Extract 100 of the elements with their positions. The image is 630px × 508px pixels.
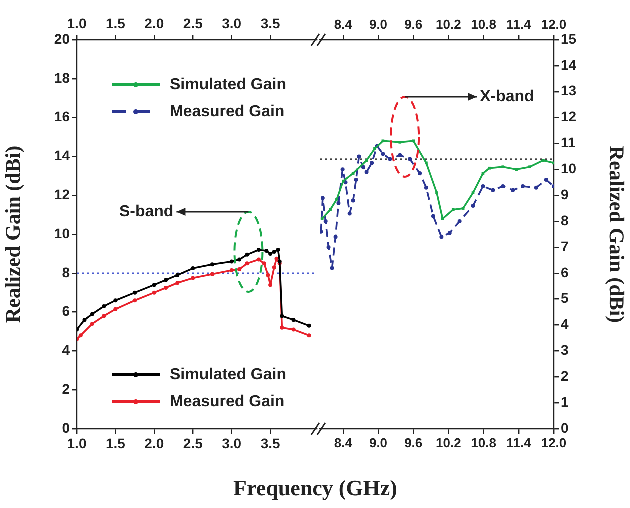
point: [361, 165, 366, 170]
x-tick-label: 2.0: [144, 435, 164, 452]
point: [398, 153, 402, 158]
point: [133, 298, 138, 303]
point: [238, 268, 242, 272]
x2-tick-label: 9.6: [404, 16, 423, 32]
x2-tick-label: 10.2: [436, 16, 462, 32]
point: [191, 266, 196, 271]
point: [329, 208, 332, 212]
legend-label: Measured Gain: [170, 393, 285, 410]
point: [274, 256, 279, 261]
point: [330, 266, 334, 270]
y-tick-label: 18: [54, 70, 70, 86]
y2-tick-label: 15: [561, 30, 577, 47]
point: [534, 186, 538, 190]
point: [381, 152, 386, 156]
point: [418, 172, 422, 176]
point: [164, 286, 168, 290]
x-tick-label: 1.5: [106, 435, 126, 452]
y2-tick-label: 10: [561, 160, 577, 177]
point: [262, 262, 266, 266]
y2-tick-label: 12: [561, 108, 577, 125]
y2-tick-label: 0: [561, 420, 569, 436]
x-tick-label: 10.8: [471, 435, 496, 450]
point: [340, 168, 345, 172]
point: [501, 184, 506, 189]
point: [544, 178, 548, 182]
point: [264, 249, 269, 254]
point: [482, 172, 485, 175]
x2-tick-label: 2.0: [144, 15, 164, 32]
point: [245, 262, 250, 266]
y2-tick-label: 11: [561, 134, 576, 151]
y-tick-label: 10: [54, 225, 70, 242]
point: [471, 204, 476, 208]
point: [90, 312, 94, 316]
x2-tick-label: 3.0: [222, 15, 242, 32]
y-tick-label: 8: [62, 264, 70, 280]
y-tick-label: 2: [62, 380, 70, 397]
point: [245, 252, 250, 257]
point: [441, 218, 444, 220]
point: [276, 248, 280, 252]
point: [210, 272, 214, 276]
point: [354, 178, 358, 182]
point: [320, 218, 324, 220]
x-tick-label: 9.6: [404, 435, 423, 450]
point: [352, 172, 355, 175]
x2-tick-label: 2.5: [183, 15, 204, 32]
y2-tick-label: 6: [561, 264, 569, 280]
point: [326, 245, 331, 250]
point: [324, 220, 328, 224]
point: [357, 154, 362, 159]
x2-tick-label: 12.0: [541, 16, 567, 32]
point: [472, 192, 475, 194]
point: [152, 283, 156, 288]
y-axis-title: Realized Gain (dBi): [1, 146, 26, 324]
legend-label: Simulated Gain: [170, 366, 286, 384]
point: [114, 307, 118, 312]
x-tick-label: 12.0: [541, 435, 567, 450]
y-tick-label: 12: [54, 186, 70, 202]
point: [440, 235, 444, 240]
y-tick-label: 16: [54, 108, 70, 125]
point: [488, 166, 492, 170]
point: [176, 281, 180, 286]
y2-tick-label: 5: [561, 290, 569, 306]
point: [152, 290, 156, 295]
point: [238, 258, 242, 262]
point: [452, 208, 455, 212]
point: [320, 196, 325, 200]
y2-axis-title: Realized Gain (dBi): [604, 146, 629, 324]
point: [268, 283, 273, 288]
point: [82, 318, 87, 322]
point: [307, 334, 312, 338]
point: [398, 141, 402, 144]
y2-tick-label: 4: [561, 316, 569, 332]
point: [342, 180, 345, 183]
point: [292, 328, 296, 332]
point: [102, 314, 106, 318]
point: [191, 276, 196, 280]
point: [424, 186, 428, 190]
y2-tick-label: 9: [561, 186, 569, 202]
point: [280, 314, 284, 318]
point: [448, 231, 452, 236]
x2-tick-label: 10.8: [471, 16, 496, 32]
x2-tick-label: 9.0: [369, 16, 388, 32]
y2-tick-label: 14: [561, 56, 577, 73]
point: [336, 201, 341, 206]
point: [365, 159, 368, 162]
point: [520, 184, 525, 189]
point: [164, 278, 168, 282]
point: [230, 260, 234, 264]
point: [348, 212, 352, 216]
point: [515, 168, 518, 172]
point: [412, 140, 416, 143]
point: [382, 140, 385, 143]
y2-tick-label: 2: [561, 368, 569, 384]
y-tick-label: 14: [54, 148, 70, 164]
annotation: S-band: [119, 203, 174, 220]
point: [425, 162, 428, 165]
x-tick-label: 2.5: [183, 435, 204, 452]
point: [102, 304, 106, 308]
